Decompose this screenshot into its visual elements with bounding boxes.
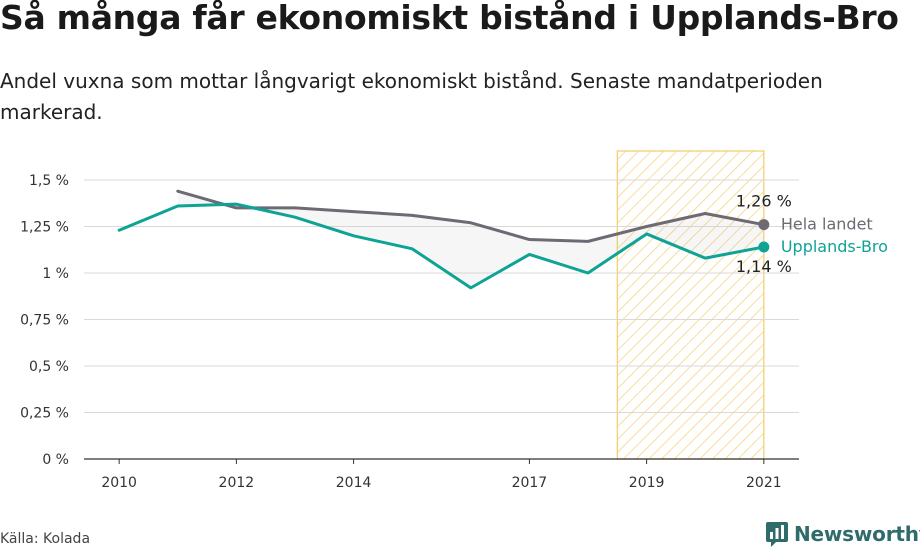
source-note: Källa: Kolada [0,531,91,547]
y-tick-label: 1,5 % [29,173,69,189]
x-tick-label: 2019 [629,475,665,491]
newsworthy-logo: Newsworthy [765,520,920,548]
y-tick-label: 0 % [42,452,69,468]
x-tick-label: 2021 [746,475,782,491]
end-point-marker [758,241,770,253]
x-tick-label: 2012 [219,475,255,491]
x-tick-label: 2010 [101,475,137,491]
data-label-upplands-bro-end: 1,14 % [736,257,792,276]
series-line-hela-landet [176,189,766,243]
legend-label-upplands-bro: Upplands-Bro [781,237,888,256]
newsworthy-logo-icon [766,522,788,547]
y-tick-label: 0,25 % [20,406,69,422]
data-label-hela-landet-end: 1,26 % [736,192,792,211]
x-tick-label: 2017 [512,475,548,491]
highlight-period-band [616,150,765,460]
y-tick-label: 1,25 % [20,220,69,236]
y-tick-label: 0,5 % [29,359,69,375]
end-point-marker [758,219,770,231]
chart-title: Så många får ekonomiskt bistånd i Upplan… [0,0,899,37]
y-tick-label: 0,75 % [20,313,69,329]
chart-subtitle: Andel vuxna som mottar långvarigt ekonom… [0,69,823,124]
series-line-upplands-bro [117,202,766,290]
x-tick-label: 2014 [336,475,372,491]
legend-label-hela-landet: Hela landet [781,215,873,234]
difference-area [177,191,764,288]
y-tick-label: 1 % [42,266,69,282]
brand-name: Newsworthy [794,522,920,546]
